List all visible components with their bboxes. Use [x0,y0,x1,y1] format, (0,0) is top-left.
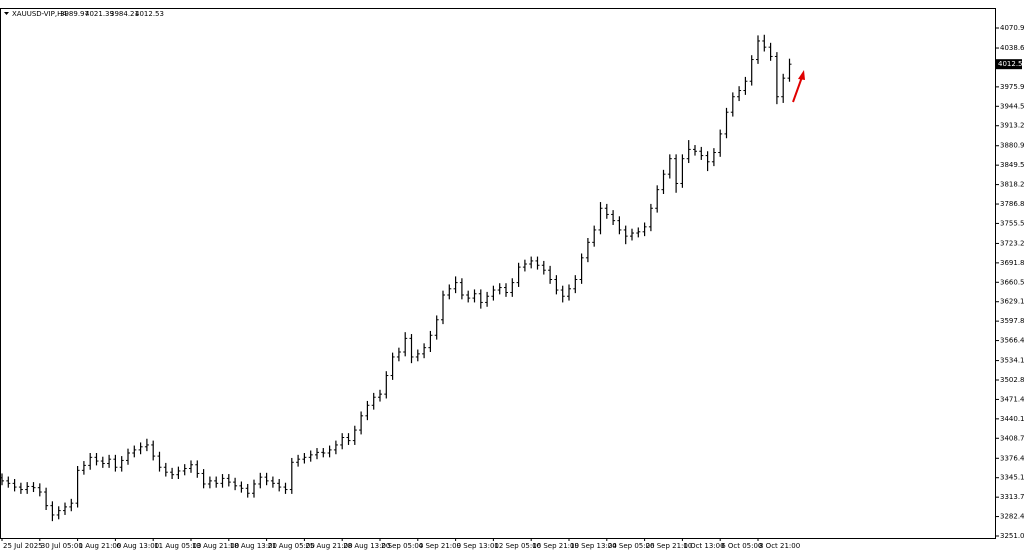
y-tick-label: 3849.55 [1000,161,1024,169]
x-tick-label: 16 Sep 21:00 [532,542,579,550]
y-tick-label: 3282.40 [1000,513,1024,521]
arrow-head [798,70,805,80]
x-tick-label: 2 Sep 05:00 [381,542,423,550]
x-tick-label: 25 Jul 2025 [3,542,43,550]
y-tick-label: 3408.75 [1000,434,1024,442]
y-tick-label: 3440.10 [1000,415,1024,423]
x-tick-label: 28 Aug 13:00 [343,542,390,550]
y-tick-label: 3251.05 [1000,532,1024,540]
x-tick-label: 8 Oct 21:00 [759,542,800,550]
header-icon [4,12,9,15]
y-tick-label: 3534.15 [1000,357,1024,365]
y-tick-label: 3376.45 [1000,454,1024,462]
y-tick-label: 3313.70 [1000,493,1024,501]
y-tick-label: 3597.80 [1000,317,1024,325]
y-tick-label: 3691.85 [1000,259,1024,267]
price-label: 4012.53 [998,60,1024,68]
annotation-arrow [792,70,805,103]
x-tick-label: 24 Sep 05:00 [608,542,655,550]
arrow-shaft [792,76,803,103]
y-tick-label: 3723.20 [1000,239,1024,247]
y-tick-label: 3975.90 [1000,83,1024,91]
x-tick-label: 6 Oct 05:00 [721,542,762,550]
header-high: 4021.39 [85,10,114,18]
price-bars [0,34,792,522]
x-tick-label: 9 Sep 13:00 [457,542,499,550]
x-tick-label: 6 Aug 13:00 [116,542,159,550]
x-tick-label: 1 Aug 21:00 [79,542,122,550]
y-tick-label: 3944.55 [1000,102,1024,110]
y-tick-label: 3880.90 [1000,142,1024,150]
x-tick-label: 12 Sep 05:00 [494,542,541,550]
header-low: 3984.21 [110,10,139,18]
y-tick-label: 4070.90 [1000,24,1024,32]
x-tick-label: 26 Sep 21:00 [646,542,693,550]
x-tick-label: 19 Sep 13:00 [570,542,617,550]
y-tick-label: 3913.20 [1000,122,1024,130]
y-tick-label: 4038.60 [1000,44,1024,52]
price-label-box [996,59,1022,70]
x-tick-label: 25 Aug 21:00 [305,542,352,550]
x-tick-label: 30 Jul 05:00 [41,542,83,550]
x-tick-label: 11 Aug 05:00 [154,542,201,550]
y-tick-label: 3502.80 [1000,376,1024,384]
symbol: XAUUSD-VIP,H4 [12,10,67,18]
chart-header: XAUUSD-VIP,H4 3989.97 4021.39 3984.21 40… [4,10,164,18]
y-tick-label: 3345.10 [1000,474,1024,482]
x-tick-label: 18 Aug 13:00 [230,542,277,550]
y-tick-label: 3818.20 [1000,181,1024,189]
y-tick-label: 3786.80 [1000,200,1024,208]
plot-frame [0,8,996,539]
x-tick-label: 13 Aug 21:00 [192,542,239,550]
y-tick-label: 3660.50 [1000,278,1024,286]
y-tick-label: 3471.45 [1000,395,1024,403]
y-tick-label: 3755.50 [1000,219,1024,227]
y-tick-label: 3629.15 [1000,298,1024,306]
x-tick-label: 4 Sep 21:00 [419,542,461,550]
x-tick-label: 21 Aug 05:00 [268,542,315,550]
y-tick-label: 3566.45 [1000,337,1024,345]
x-tick-label: 1 Oct 13:00 [683,542,724,550]
header-open: 3989.97 [60,10,89,18]
header-close: 4012.53 [135,10,164,18]
